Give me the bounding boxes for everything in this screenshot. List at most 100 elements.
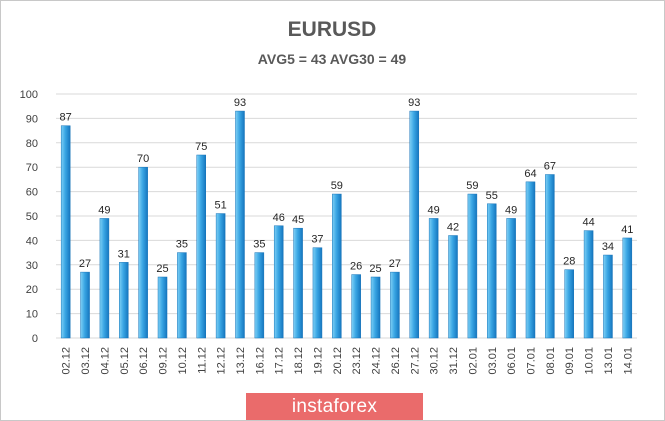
- bar: [448, 235, 458, 339]
- data-label: 25: [156, 263, 168, 275]
- bar: [428, 218, 439, 339]
- bar: [370, 276, 381, 339]
- bar: [80, 271, 90, 339]
- x-tick-label: 10.12: [177, 347, 189, 375]
- x-tick-label: 13.12: [235, 347, 247, 375]
- data-label: 34: [602, 241, 614, 253]
- y-axis-ticks: 0 10 20 30 40 50 60 70 80 90 100: [20, 89, 38, 345]
- bar: [351, 274, 361, 339]
- x-tick-label: 24.12: [371, 347, 383, 375]
- x-tick-label: 04.12: [99, 347, 111, 375]
- data-label: 49: [98, 204, 110, 216]
- y-tick-label: 20: [26, 284, 38, 296]
- x-tick-label: 11.12: [196, 347, 208, 374]
- bar: [525, 181, 536, 339]
- x-tick-label: 19.12: [312, 347, 324, 375]
- bar: [196, 154, 206, 339]
- data-label: 55: [486, 190, 498, 202]
- x-tick-label: 03.12: [80, 347, 92, 375]
- data-label: 27: [389, 258, 401, 270]
- x-tick-label: 26.12: [390, 347, 402, 375]
- bar: [157, 276, 168, 339]
- bar: [506, 218, 516, 339]
- x-tick-label: 18.12: [293, 347, 305, 375]
- x-tick-label: 09.12: [158, 347, 170, 375]
- bar: [332, 193, 342, 339]
- bar: [487, 203, 497, 339]
- data-label: 67: [544, 161, 556, 173]
- x-tick-label: 05.12: [119, 347, 131, 375]
- bar: [603, 254, 613, 339]
- bar: [293, 227, 303, 339]
- bar: [622, 237, 633, 339]
- y-tick-label: 50: [26, 211, 38, 223]
- y-tick-label: 10: [26, 309, 38, 321]
- y-tick-label: 90: [26, 113, 38, 125]
- x-tick-label: 17.12: [274, 347, 286, 375]
- bar: [583, 230, 594, 339]
- x-tick-label: 08.01: [545, 347, 557, 375]
- data-label: 49: [428, 204, 440, 216]
- y-tick-label: 80: [26, 138, 38, 150]
- x-tick-label: 06.12: [138, 347, 150, 375]
- x-axis-ticks: 02.12 03.12 04.12 05.12 06.12 09.12 10.12 11.12…: [61, 347, 635, 375]
- data-label: 49: [505, 204, 517, 216]
- x-tick-label: 10.01: [584, 347, 596, 375]
- bar: [390, 271, 400, 339]
- data-label: 44: [582, 217, 594, 229]
- data-label: 70: [137, 153, 149, 165]
- data-label: 31: [118, 248, 130, 260]
- bar: [119, 262, 129, 339]
- x-tick-label: 12.12: [216, 347, 228, 375]
- bar: [235, 110, 245, 339]
- x-tick-label: 14.01: [622, 347, 634, 375]
- data-label: 51: [214, 200, 226, 212]
- data-label: 59: [466, 180, 478, 192]
- instaforex-watermark: instaforex: [246, 393, 423, 420]
- x-tick-label: 20.12: [332, 347, 344, 375]
- gridlines: [56, 93, 637, 339]
- bar: [60, 125, 71, 339]
- y-tick-label: 40: [26, 235, 38, 247]
- data-label: 35: [176, 239, 188, 251]
- y-tick-label: 70: [26, 162, 38, 174]
- x-tick-label: 07.01: [525, 347, 537, 375]
- data-label: 45: [292, 214, 304, 226]
- data-labels: 87 27 49 31 70 25 35 75 51 93 35 46 45 37 59 26 25 27 93 49…: [60, 97, 634, 275]
- bar: [254, 252, 265, 339]
- data-label: 93: [234, 97, 246, 109]
- data-label: 28: [563, 256, 575, 268]
- x-tick-label: 13.01: [603, 347, 615, 375]
- y-tick-label: 60: [26, 187, 38, 199]
- x-tick-label: 02.12: [61, 347, 73, 375]
- bar: [564, 269, 574, 339]
- data-label: 41: [621, 224, 633, 236]
- bar: [312, 247, 323, 339]
- bar: [215, 213, 226, 339]
- x-tick-label: 31.12: [448, 347, 460, 375]
- x-tick-label: 16.12: [254, 347, 266, 375]
- bar: [467, 193, 478, 339]
- data-label: 93: [408, 97, 420, 109]
- data-label: 87: [60, 112, 72, 124]
- x-tick-label: 30.12: [429, 347, 441, 375]
- chart-subtitle: AVG5 = 43 AVG30 = 49: [258, 51, 407, 67]
- data-label: 64: [524, 168, 536, 180]
- x-tick-label: 02.01: [467, 347, 479, 375]
- data-label: 37: [311, 234, 323, 246]
- data-label: 75: [195, 141, 207, 153]
- bar: [177, 252, 187, 339]
- data-label: 25: [369, 263, 381, 275]
- bar: [409, 110, 420, 339]
- data-label: 42: [447, 222, 459, 234]
- data-label: 27: [79, 258, 91, 270]
- bars: [60, 110, 633, 339]
- data-label: 46: [273, 212, 285, 224]
- data-label: 59: [331, 180, 343, 192]
- x-tick-label: 09.01: [564, 347, 576, 375]
- x-tick-label: 23.12: [351, 347, 363, 375]
- x-tick-label: 27.12: [409, 347, 421, 375]
- bar: [545, 174, 555, 339]
